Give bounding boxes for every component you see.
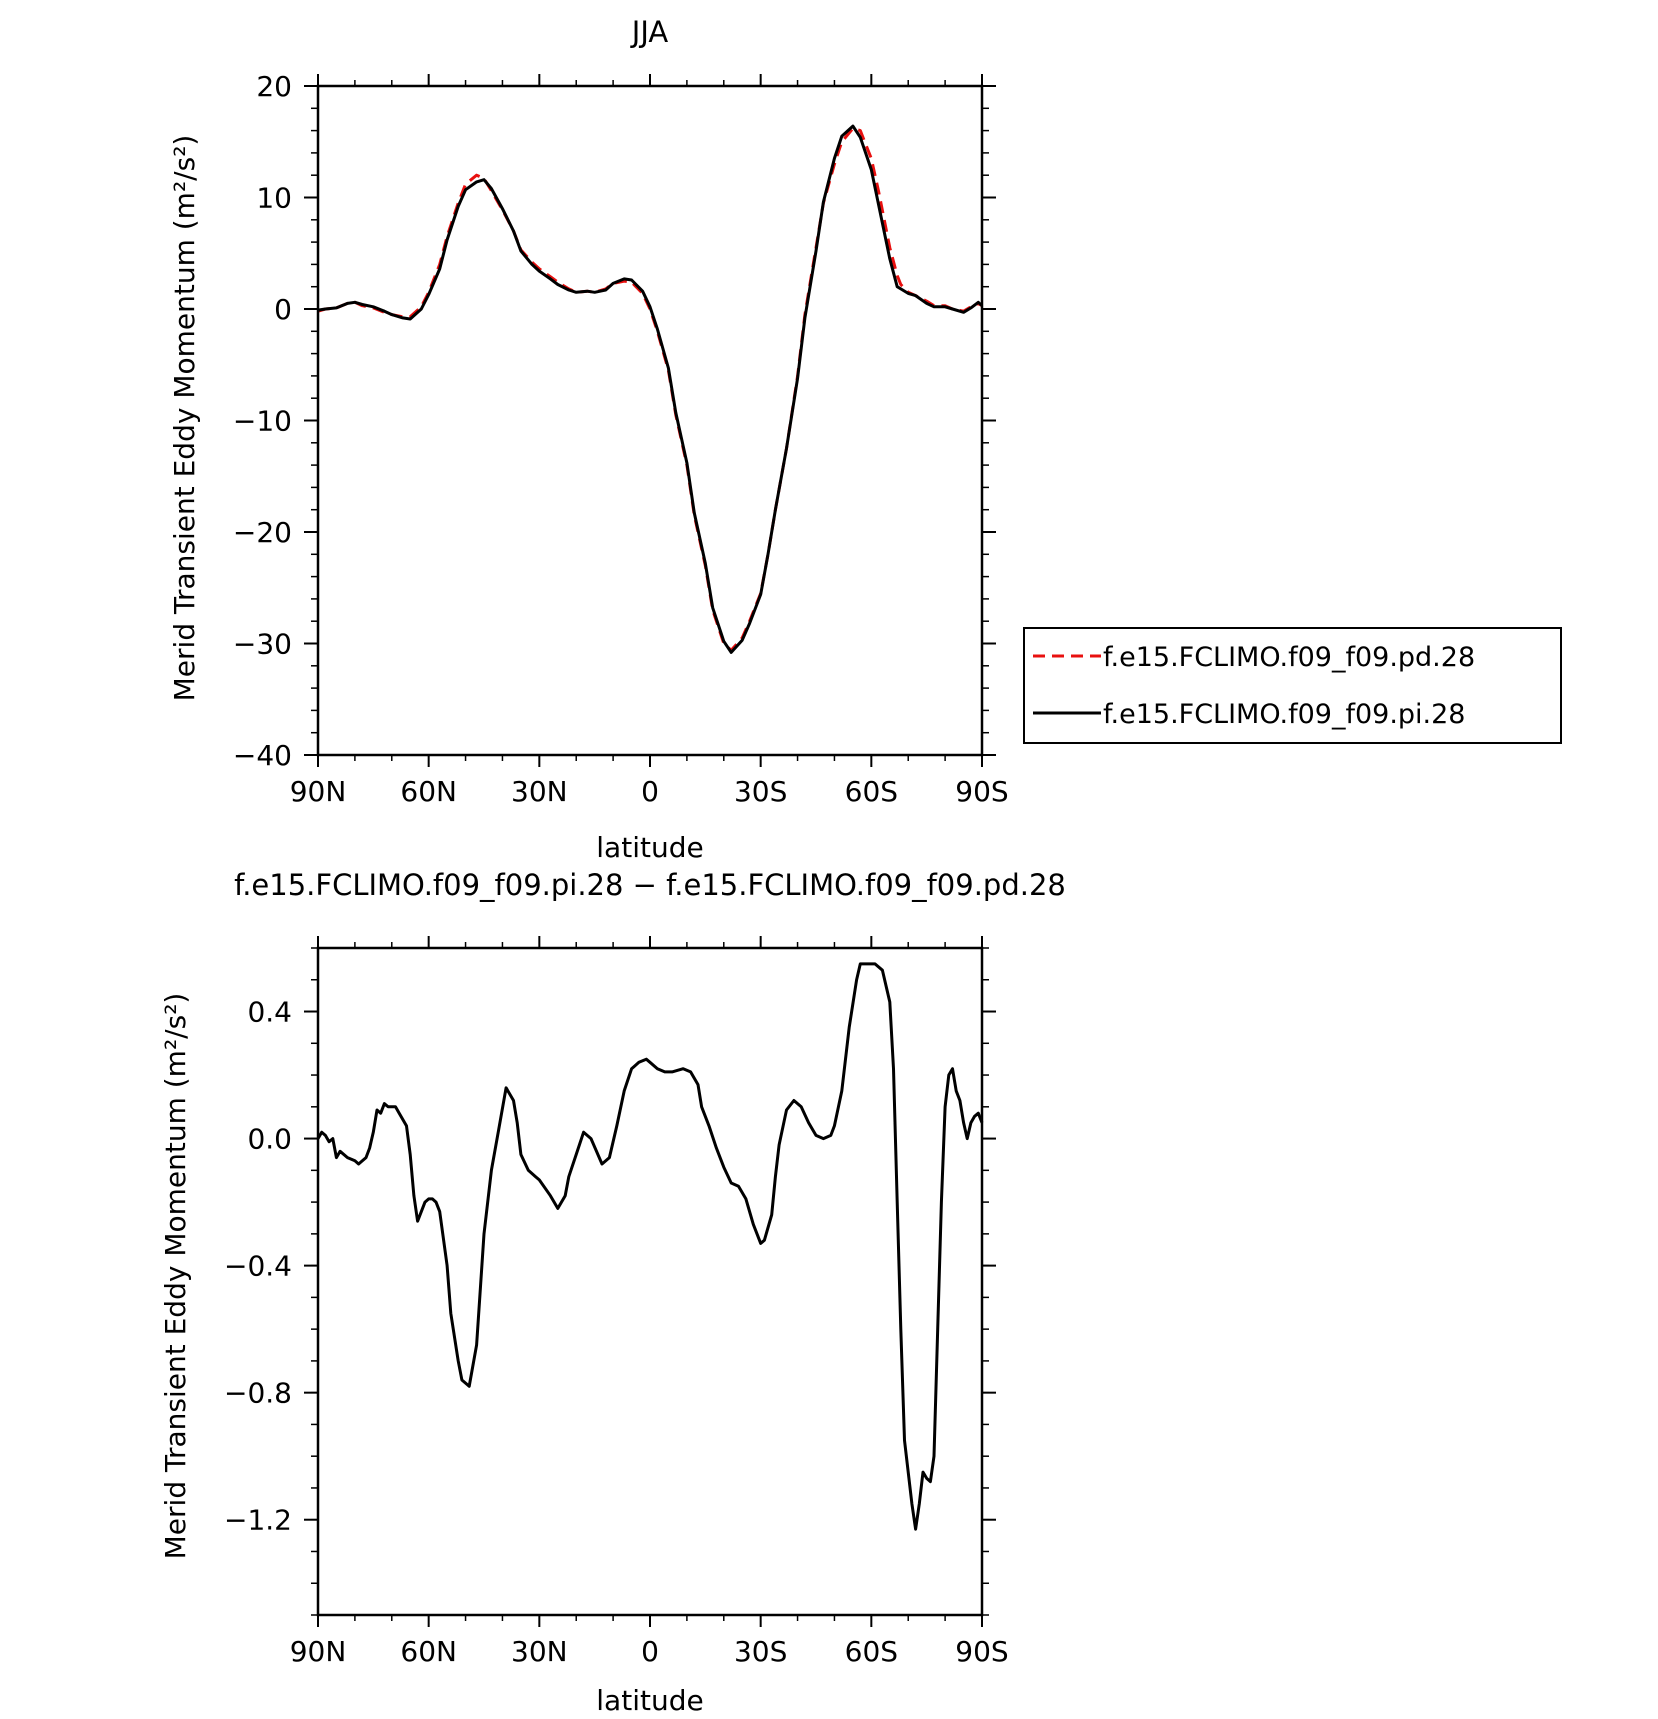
x-tick-label: 90N xyxy=(290,775,347,808)
y-tick-label: −10 xyxy=(233,405,292,438)
y-tick-label: −1.2 xyxy=(224,1504,292,1537)
y-tick-label: −0.4 xyxy=(224,1250,292,1283)
x-tick-label: 90S xyxy=(955,775,1008,808)
legend: f.e15.FCLIMO.f09_f09.pd.28 f.e15.FCLIMO.… xyxy=(1023,627,1562,744)
top-chart-plot-area: 90N 60N 30N 0 30S 60S 90S 20 10 0 −10 −20 −30 −40 xyxy=(233,70,1009,808)
x-tick-label: 60S xyxy=(845,775,898,808)
x-tick-label: 0 xyxy=(641,1635,659,1668)
plot-frame-1 xyxy=(316,946,984,1617)
x-tick-label: 60S xyxy=(845,1635,898,1668)
plot-frame-0 xyxy=(316,84,984,757)
top-chart-ylabel: Merid Transient Eddy Momentum (m²/s²) xyxy=(168,135,201,702)
legend-box xyxy=(1023,627,1562,744)
x-tick-label: 90S xyxy=(955,1635,1008,1668)
y-tick-label: 20 xyxy=(256,70,292,103)
x-tick-label: 30N xyxy=(511,775,568,808)
x-tick-label: 60N xyxy=(400,775,457,808)
series-line-0-1 xyxy=(317,124,984,654)
y-tick-label: −20 xyxy=(233,516,292,549)
x-tick-label: 0 xyxy=(641,775,659,808)
y-tick-label: 0.0 xyxy=(247,1123,292,1156)
y-tick-label: 0.4 xyxy=(247,996,292,1029)
top-chart-title: JJA xyxy=(630,15,669,49)
y-tick-label: −40 xyxy=(233,739,292,772)
x-tick-label: 30S xyxy=(734,1635,787,1668)
bottom-chart-plot-area: 90N 60N 30N 0 30S 60S 90S 0.4 0.0 −0.4 −0.8 −1.2 xyxy=(224,936,1009,1668)
legend-label-pd: f.e15.FCLIMO.f09_f09.pd.28 xyxy=(1103,642,1475,673)
x-tick-label: 90N xyxy=(290,1635,347,1668)
y-tick-label: −30 xyxy=(233,628,292,661)
y-tick-label: 10 xyxy=(256,182,292,215)
bottom-chart-ylabel: Merid Transient Eddy Momentum (m²/s²) xyxy=(159,993,192,1560)
series-line-0-0 xyxy=(317,126,983,652)
bottom-chart-xlabel: latitude xyxy=(596,1684,703,1717)
y-tick-label: 0 xyxy=(274,293,292,326)
top-chart-xlabel: latitude xyxy=(596,831,703,864)
x-tick-label: 30S xyxy=(734,775,787,808)
y-tick-label: −0.8 xyxy=(224,1377,292,1410)
bottom-chart-title: f.e15.FCLIMO.f09_f09.pi.28 − f.e15.FCLIM… xyxy=(234,868,1066,902)
legend-label-pi: f.e15.FCLIMO.f09_f09.pi.28 xyxy=(1103,699,1465,730)
x-tick-label: 30N xyxy=(511,1635,568,1668)
x-tick-label: 60N xyxy=(400,1635,457,1668)
series-line-1-0 xyxy=(316,962,984,1531)
